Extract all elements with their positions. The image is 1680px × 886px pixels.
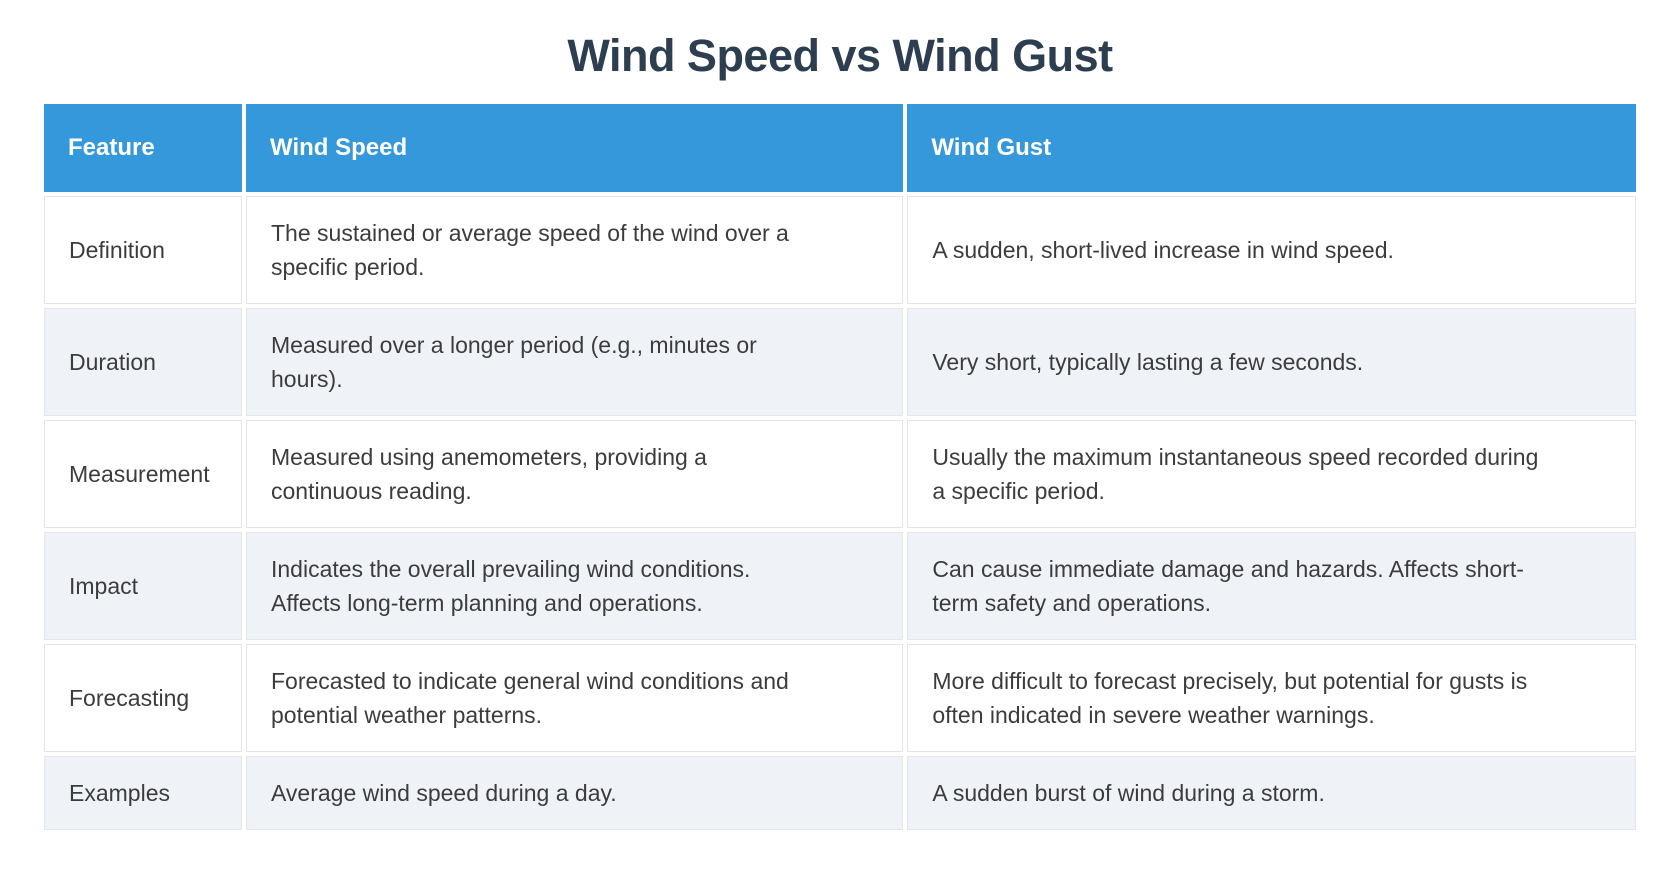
wind-gust-cell: Very short, typically lasting a few seco… (907, 308, 1636, 416)
wind-speed-cell: The sustained or average speed of the wi… (246, 196, 904, 304)
feature-cell: Examples (44, 756, 242, 830)
header-cell-wind-speed: Wind Speed (246, 104, 904, 192)
wind-gust-cell: A sudden burst of wind during a storm. (907, 756, 1636, 830)
wind-speed-cell: Forecasted to indicate general wind cond… (246, 644, 904, 752)
feature-cell: Measurement (44, 420, 242, 528)
wind-speed-cell: Indicates the overall prevailing wind co… (246, 532, 904, 640)
feature-cell: Forecasting (44, 644, 242, 752)
table-header-row: Feature Wind Speed Wind Gust (44, 104, 1636, 192)
header-cell-feature: Feature (44, 104, 242, 192)
table-row-forecasting: Forecasting Forecasted to indicate gener… (44, 644, 1636, 752)
wind-gust-cell: More difficult to forecast precisely, bu… (907, 644, 1636, 752)
wind-gust-cell: A sudden, short-lived increase in wind s… (907, 196, 1636, 304)
table-row-impact: Impact Indicates the overall prevailing … (44, 532, 1636, 640)
feature-cell: Duration (44, 308, 242, 416)
feature-cell: Impact (44, 532, 242, 640)
wind-speed-cell: Average wind speed during a day. (246, 756, 904, 830)
table-row-examples: Examples Average wind speed during a day… (44, 756, 1636, 830)
comparison-table: Feature Wind Speed Wind Gust Definition … (40, 100, 1640, 834)
page-title: Wind Speed vs Wind Gust (567, 30, 1113, 81)
wind-speed-cell: Measured over a longer period (e.g., min… (246, 308, 904, 416)
wind-gust-cell: Can cause immediate damage and hazards. … (907, 532, 1636, 640)
feature-cell: Definition (44, 196, 242, 304)
header-cell-wind-gust: Wind Gust (907, 104, 1636, 192)
table-row-measurement: Measurement Measured using anemometers, … (44, 420, 1636, 528)
wind-speed-cell: Measured using anemometers, providing a … (246, 420, 904, 528)
table-row-definition: Definition The sustained or average spee… (44, 196, 1636, 304)
wind-gust-cell: Usually the maximum instantaneous speed … (907, 420, 1636, 528)
table-row-duration: Duration Measured over a longer period (… (44, 308, 1636, 416)
